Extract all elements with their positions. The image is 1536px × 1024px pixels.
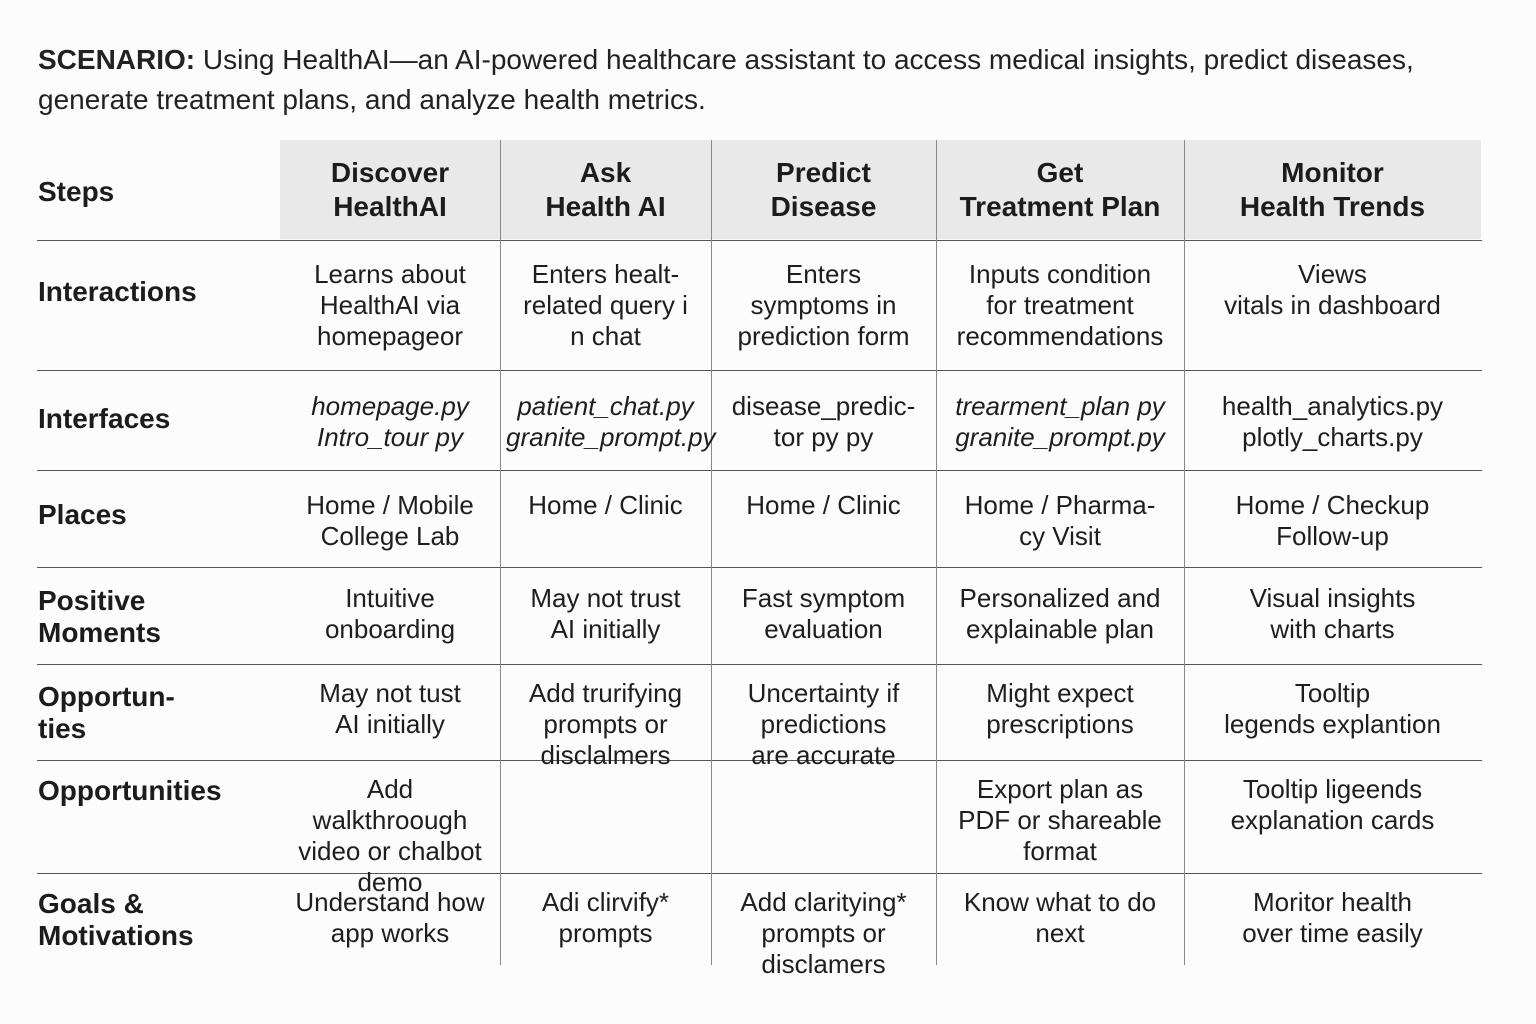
table-cell: Moritor health over time easily: [1242, 887, 1423, 948]
table-cell: homepage.py Intro_tour py: [311, 391, 469, 452]
row-divider: [37, 470, 1482, 471]
row-divider: [37, 664, 1482, 665]
table-cell: Add trurifying prompts or disclalmers: [528, 678, 683, 770]
table-cell: May not tust AI initially: [319, 678, 461, 739]
row-label: Interactions: [38, 276, 197, 307]
table-cell: Adi clirvify* prompts: [541, 887, 670, 948]
column-header: Get Treatment Plan: [959, 157, 1161, 222]
row-divider: [37, 760, 1482, 761]
table-cell: Add walkthroough video or chalbot demo: [298, 774, 482, 897]
row-divider: [37, 240, 1482, 241]
table-cell: Home / Clinic: [528, 490, 683, 520]
row-label: Goals & Motivations: [38, 888, 194, 951]
table-cell: Uncertainty if predictions are accurate: [747, 678, 900, 770]
row-divider: [37, 873, 1482, 874]
table-cell: Fast symptom evaluation: [741, 583, 906, 644]
table-cell: Home / Checkup Follow-up: [1235, 490, 1430, 551]
table-cell: Inputs condition for treatment recommend…: [956, 259, 1164, 351]
table-cell: Learns about HealthAI via homepageor: [314, 259, 466, 351]
table-cell: Personalized and explainable plan: [959, 583, 1161, 644]
table-cell: health_analytics.py plotly_charts.py: [1221, 391, 1444, 452]
scenario-label: SCENARIO:: [38, 44, 196, 75]
column-divider: [936, 140, 937, 965]
scenario-description: Using HealthAI—an AI-powered healthcare …: [38, 44, 1414, 115]
table-cell: Add claritying* prompts or disclamers: [740, 887, 907, 979]
table-cell: Enters symptoms in prediction form: [737, 259, 910, 351]
table-cell: Home / Pharma- cy Visit: [964, 490, 1156, 551]
table-cell: Enters healt- related query i n chat: [523, 259, 688, 351]
row-divider: [37, 370, 1482, 371]
scenario-text: SCENARIO: Using HealthAI—an AI-powered h…: [38, 40, 1498, 120]
row-label: Positive Moments: [38, 585, 161, 648]
column-header: Monitor Health Trends: [1239, 157, 1426, 222]
table-cell: Visual insights with charts: [1249, 583, 1416, 644]
table-cell: Tooltip ligeends explanation cards: [1230, 774, 1435, 835]
table-cell: Intuitive onboarding: [324, 583, 456, 644]
table-cell: Export plan as PDF or shareable format: [958, 774, 1162, 866]
table-cell: Home / Clinic: [746, 490, 901, 520]
table-cell: Views vitals in dashboard: [1224, 259, 1441, 320]
row-divider: [37, 567, 1482, 568]
row-label: Places: [38, 499, 127, 530]
column-header: Predict Disease: [770, 157, 877, 222]
column-header: Discover HealthAI: [330, 157, 450, 222]
table-cell: disease_predic- tor py py: [731, 391, 916, 452]
table-cell: Understand how app works: [295, 887, 485, 948]
header-background: [280, 140, 1481, 239]
table-cell: Home / Mobile College Lab: [306, 490, 474, 551]
column-header: Ask Health AI: [545, 157, 666, 222]
row-label: Opportunities: [38, 775, 222, 806]
column-divider: [1184, 140, 1185, 965]
row-label: Opportun- ties: [38, 681, 175, 744]
table-cell: May not trust AI initially: [530, 583, 681, 644]
table-cell: Tooltip legends explantion: [1224, 678, 1441, 739]
column-divider: [711, 140, 712, 965]
table-cell: patient_chat.py granite_prompt.py: [506, 391, 716, 452]
table-cell: Might expect prescriptions: [986, 678, 1134, 739]
column-divider: [500, 140, 501, 965]
row-label: Interfaces: [38, 403, 171, 434]
table-cell: Know what to do next: [963, 887, 1157, 948]
steps-label: Steps: [38, 176, 115, 207]
table-cell: trearment_plan py granite_prompt.py: [955, 391, 1165, 452]
